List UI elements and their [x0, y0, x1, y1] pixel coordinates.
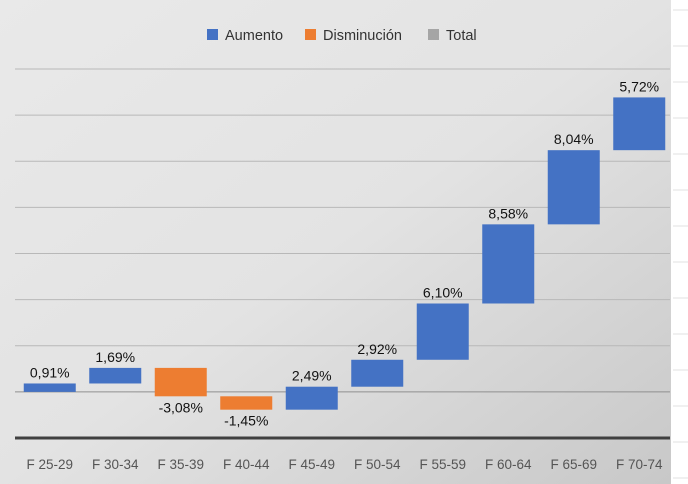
x-tick-label: F 65-69 [550, 457, 597, 472]
legend-swatch [305, 29, 316, 40]
x-tick-label: F 40-44 [223, 457, 270, 472]
bar-f-40-44[interactable] [220, 396, 273, 410]
bar-f-50-54[interactable] [351, 359, 404, 387]
x-tick-label: F 35-39 [157, 457, 204, 472]
legend[interactable]: Aumento Disminución Total [207, 28, 477, 44]
chart-background [0, 0, 671, 484]
data-label: 8,04% [554, 131, 594, 147]
x-tick-label: F 25-29 [26, 457, 73, 472]
bar-f-55-59[interactable] [416, 303, 469, 360]
legend-label: Disminución [323, 28, 402, 44]
data-label: -3,08% [159, 399, 203, 415]
data-label: -1,45% [224, 413, 268, 429]
legend-label: Total [446, 28, 477, 44]
bar-f-60-64[interactable] [482, 224, 535, 304]
bar-f-65-69[interactable] [547, 150, 600, 225]
data-label: 2,49% [292, 368, 332, 384]
legend-label: Aumento [225, 28, 283, 44]
x-tick-label: F 55-59 [419, 457, 466, 472]
x-tick-label: F 45-49 [288, 457, 335, 472]
data-label: 2,92% [357, 341, 397, 357]
cell-area [671, 0, 688, 484]
legend-item-disminución[interactable]: Disminución [305, 28, 402, 44]
x-tick-labels: F 25-29 F 30-34 F 35-39 F 40-44 F 45-49 F 50-… [26, 457, 663, 472]
spreadsheet-edge [671, 0, 688, 484]
data-label: 0,91% [30, 364, 70, 380]
x-tick-label: F 70-74 [616, 457, 663, 472]
bars [23, 97, 666, 410]
bar-f-70-74[interactable] [613, 97, 666, 151]
legend-swatch [428, 29, 439, 40]
bar-f-30-34[interactable] [89, 367, 142, 384]
gridlines [15, 68, 670, 440]
data-label: 1,69% [95, 349, 135, 365]
data-labels: 0,91% 1,69% -3,08% -1,45% 2,49% 2,92% 6,10% 8,5… [30, 78, 659, 428]
legend-swatch [207, 29, 218, 40]
x-tick-label: F 60-64 [485, 457, 532, 472]
legend-item-total[interactable]: Total [428, 28, 477, 44]
data-label: 6,10% [423, 284, 463, 300]
x-tick-label: F 30-34 [92, 457, 139, 472]
bar-f-25-29[interactable] [23, 383, 76, 392]
data-label: 5,72% [619, 78, 659, 94]
x-tick-label: F 50-54 [354, 457, 401, 472]
bar-f-35-39[interactable] [154, 367, 207, 397]
legend-item-aumento[interactable]: Aumento [207, 28, 283, 44]
data-label: 8,58% [488, 205, 528, 221]
bar-f-45-49[interactable] [285, 386, 338, 410]
